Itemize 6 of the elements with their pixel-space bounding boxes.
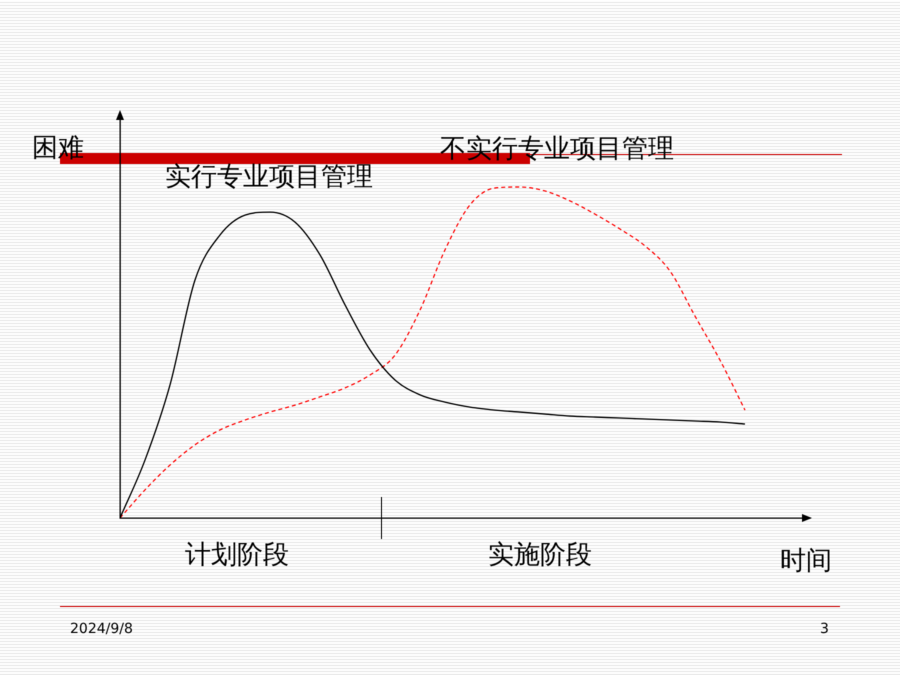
series-label: 实行专业项目管理: [165, 162, 373, 192]
text: 2024/9/8: [70, 620, 133, 638]
text: 3: [820, 620, 829, 638]
x-axis-title: 时间: [780, 546, 832, 576]
text: 实施阶段: [488, 540, 592, 570]
text: 计划阶段: [185, 540, 289, 570]
